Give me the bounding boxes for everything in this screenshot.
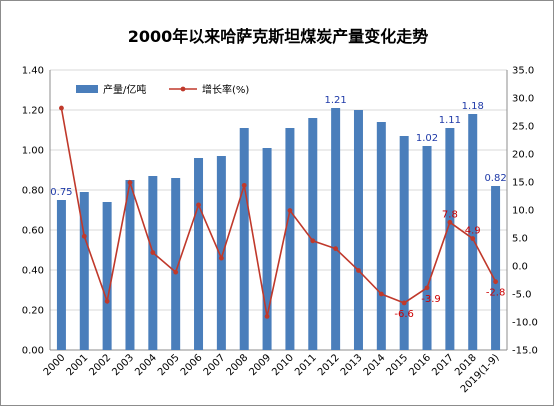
bar [308,118,318,350]
bar-value-label: 1.02 [416,133,438,144]
x-tick-label: 2001 [65,352,91,378]
y-left-tick-label: 1.40 [22,66,44,77]
x-tick-label: 2003 [110,352,136,378]
y-left-tick-label: 0.60 [22,226,44,237]
y-left-tick-label: 1.20 [22,106,44,117]
y-right-tick-label: 10.0 [512,206,534,217]
bar [285,128,295,350]
bar [171,178,181,350]
bar [331,108,341,350]
line-point [59,105,64,111]
line-point [196,202,201,208]
bar [125,180,135,350]
bar [262,148,272,350]
line-value-label: 4.9 [465,226,481,237]
line-point [333,246,339,252]
line-point [470,236,476,241]
x-tick-label: 2010 [270,352,296,378]
x-tick-label: 2007 [202,352,228,378]
line-point [81,233,87,239]
y-right-tick-label: 15.0 [512,178,534,189]
x-tick-label: 2006 [179,352,205,378]
bar-value-label: 1.18 [462,101,484,112]
bar [422,146,432,350]
y-right-tick-label: 25.0 [512,122,534,133]
bar [148,176,158,350]
bar [376,122,386,350]
line-point [310,238,316,244]
bar [194,158,204,350]
legend-swatch-bar [76,85,98,93]
y-right-tick-label: -10.0 [512,318,538,329]
chart-title: 2000年以来哈萨克斯坦煤炭产量变化走势 [127,27,429,46]
legend-label-bar: 产量/亿吨 [103,83,146,96]
line-point [378,291,384,297]
bar [239,128,249,350]
y-right-tick-label: 30.0 [512,94,534,105]
x-tick-label: 2017 [430,352,456,378]
y-left-tick-label: 0.20 [22,306,44,317]
x-tick-label: 2015 [385,352,411,378]
y-left-tick-label: 0.80 [22,186,44,197]
line-point [401,300,407,306]
line-point [173,269,179,275]
line-point [218,255,224,261]
x-tick-label: 2008 [225,352,251,378]
line-value-label: 7.8 [442,209,458,220]
y-right-tick-label: 20.0 [512,150,534,161]
line-value-label: -6.6 [394,309,414,320]
bar [79,192,89,350]
line-point [493,279,498,285]
bar [491,186,501,350]
line-point [127,180,133,185]
bar [56,200,66,350]
legend-marker-line [180,86,186,92]
bar [216,156,226,350]
y-right-tick-label: -15.0 [512,346,538,357]
bar-value-label: 0.82 [484,173,506,184]
y-right-tick-label: -5.0 [512,290,532,301]
y-right-tick-label: 5.0 [512,234,528,245]
x-tick-label: 2004 [133,352,159,378]
x-tick-label: 2009 [247,352,273,378]
bar [353,110,363,350]
y-right-tick-label: 0.0 [512,262,528,273]
x-tick-label: 2011 [293,352,319,378]
x-tick-label: 2012 [316,352,342,378]
line-point [287,208,293,213]
x-tick-label: 2005 [156,352,182,378]
legend-label-line: 增长率(%) [202,83,249,96]
bar-value-label: 0.75 [50,187,72,198]
bar [102,202,112,350]
x-tick-label: 2000 [42,352,68,378]
y-left-tick-label: 0.40 [22,266,44,277]
growth-rate-line [60,107,497,317]
y-left-tick-label: 0.00 [22,346,44,357]
line-value-label: -3.9 [421,294,441,305]
x-tick-label: 2002 [87,352,113,378]
x-tick-label: 2013 [339,352,365,378]
bar [445,128,455,350]
x-tick-label: 2014 [362,352,388,378]
line-point [264,314,270,319]
y-left-tick-label: 1.00 [22,146,44,157]
line-point [424,285,430,291]
line-point [356,268,361,273]
line-point [447,219,453,225]
line-point [150,250,156,255]
y-right-tick-label: 35.0 [512,66,534,77]
x-tick-label: 2016 [407,352,433,378]
line-point [241,182,247,188]
bar [399,136,409,350]
bar-value-label: 1.11 [439,115,461,126]
bar-value-label: 1.21 [324,95,346,106]
line-value-label: -2.8 [486,288,506,299]
bar [468,114,478,350]
line-point [104,298,110,304]
